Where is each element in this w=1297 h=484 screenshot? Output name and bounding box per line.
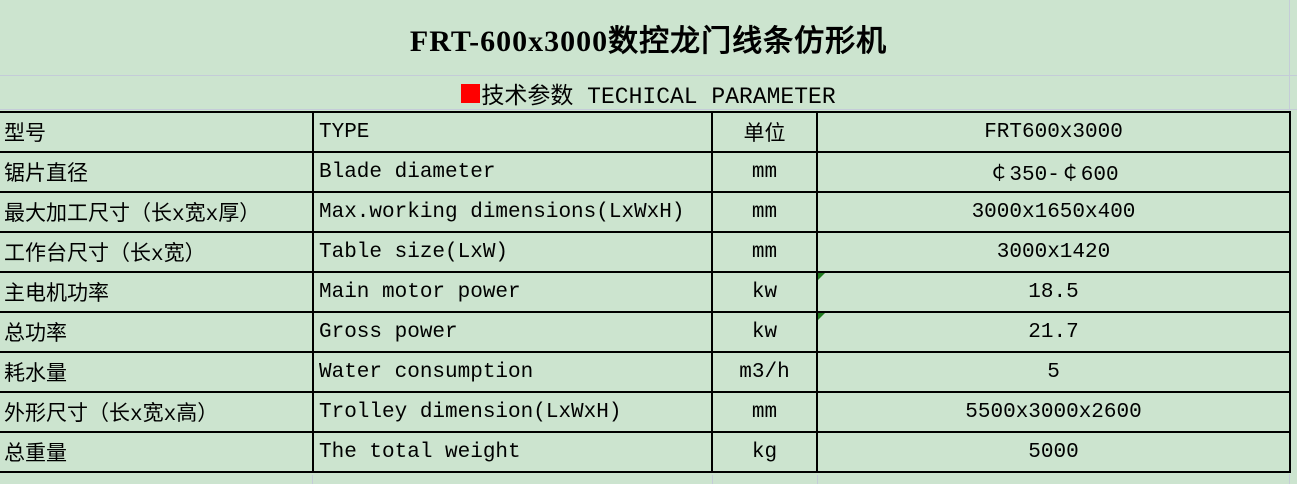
param-value: FRT600x3000 bbox=[816, 111, 1291, 153]
param-unit: mm bbox=[711, 391, 818, 433]
param-unit: kw bbox=[711, 311, 818, 353]
param-name-en: Trolley dimension(LxWxH) bbox=[312, 391, 713, 433]
gridline-vertical bbox=[1289, 474, 1290, 484]
param-unit: mm bbox=[711, 151, 818, 193]
stored-as-text-flag-icon bbox=[819, 314, 826, 320]
gridline-vertical bbox=[1289, 0, 1290, 111]
param-unit: 单位 bbox=[711, 111, 818, 153]
param-name-cn: 耗水量 bbox=[0, 351, 314, 393]
table-row: 外形尺寸（长x宽x高） Trolley dimension(LxWxH) mm … bbox=[0, 391, 1291, 433]
param-name-cn: 型号 bbox=[0, 111, 314, 153]
gridline-horizontal bbox=[0, 109, 1297, 110]
gridline-horizontal bbox=[0, 75, 1297, 76]
param-name-cn: 主电机功率 bbox=[0, 271, 314, 313]
table-row: 最大加工尺寸（长x宽x厚） Max.working dimensions(LxW… bbox=[0, 191, 1291, 233]
param-name-cn: 总重量 bbox=[0, 431, 314, 473]
table-row: 型号 TYPE 单位 FRT600x3000 bbox=[0, 111, 1291, 153]
param-name-cn: 外形尺寸（长x宽x高） bbox=[0, 391, 314, 433]
param-name-cn: 工作台尺寸（长x宽） bbox=[0, 231, 314, 273]
param-name-en: Blade diameter bbox=[312, 151, 713, 193]
param-name-cn: 锯片直径 bbox=[0, 151, 314, 193]
param-value: 21.7 bbox=[816, 311, 1291, 353]
param-value: 3000x1420 bbox=[816, 231, 1291, 273]
table-row: 主电机功率 Main motor power kw 18.5 bbox=[0, 271, 1291, 313]
param-unit: mm bbox=[711, 231, 818, 273]
section-title: 技术参数 TECHICAL PARAMETER bbox=[481, 84, 836, 110]
parameter-table: 型号 TYPE 单位 FRT600x3000 锯片直径 Blade diamet… bbox=[0, 111, 1291, 473]
param-value: 5 bbox=[816, 351, 1291, 393]
param-value: 18.5 bbox=[816, 271, 1291, 313]
gridline-vertical bbox=[817, 475, 818, 484]
param-name-en: The total weight bbox=[312, 431, 713, 473]
red-square-icon bbox=[461, 83, 481, 103]
table-row: 耗水量 Water consumption m3/h 5 bbox=[0, 351, 1291, 393]
param-unit: kw bbox=[711, 271, 818, 313]
param-name-en: Table size(LxW) bbox=[312, 231, 713, 273]
param-unit: m3/h bbox=[711, 351, 818, 393]
title-band: FRT-600x3000数控龙门线条仿形机 bbox=[0, 0, 1297, 75]
table-row: 总功率 Gross power kw 21.7 bbox=[0, 311, 1291, 353]
param-value: 3000x1650x400 bbox=[816, 191, 1291, 233]
param-name-en: Max.working dimensions(LxWxH) bbox=[312, 191, 713, 233]
table-row: 工作台尺寸（长x宽） Table size(LxW) mm 3000x1420 bbox=[0, 231, 1291, 273]
section-header: 技术参数 TECHICAL PARAMETER bbox=[0, 75, 1297, 111]
param-name-en: TYPE bbox=[312, 111, 713, 153]
param-name-cn: 最大加工尺寸（长x宽x厚） bbox=[0, 191, 314, 233]
param-value: 5500x3000x2600 bbox=[816, 391, 1291, 433]
param-unit: mm bbox=[711, 191, 818, 233]
param-name-cn: 总功率 bbox=[0, 311, 314, 353]
gridline-vertical bbox=[712, 475, 713, 484]
table-row: 锯片直径 Blade diameter mm ￠350-￠600 bbox=[0, 151, 1291, 193]
page-title: FRT-600x3000数控龙门线条仿形机 bbox=[409, 24, 888, 58]
param-name-en: Water consumption bbox=[312, 351, 713, 393]
param-name-en: Gross power bbox=[312, 311, 713, 353]
param-name-en: Main motor power bbox=[312, 271, 713, 313]
gridline-vertical bbox=[312, 475, 313, 484]
stored-as-text-flag-icon bbox=[819, 274, 826, 280]
table-row: 总重量 The total weight kg 5000 bbox=[0, 431, 1291, 473]
param-value: 5000 bbox=[816, 431, 1291, 473]
param-unit: kg bbox=[711, 431, 818, 473]
param-value: ￠350-￠600 bbox=[816, 151, 1291, 193]
